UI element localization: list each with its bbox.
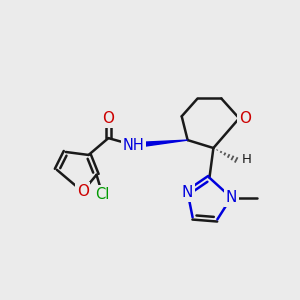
Text: N: N	[182, 185, 193, 200]
Text: H: H	[242, 153, 252, 167]
Text: O: O	[239, 111, 251, 126]
Text: NH: NH	[122, 137, 144, 152]
Text: O: O	[102, 111, 114, 126]
Text: N: N	[226, 190, 237, 205]
Text: Cl: Cl	[95, 187, 110, 202]
Text: O: O	[76, 184, 88, 199]
Polygon shape	[135, 140, 188, 148]
